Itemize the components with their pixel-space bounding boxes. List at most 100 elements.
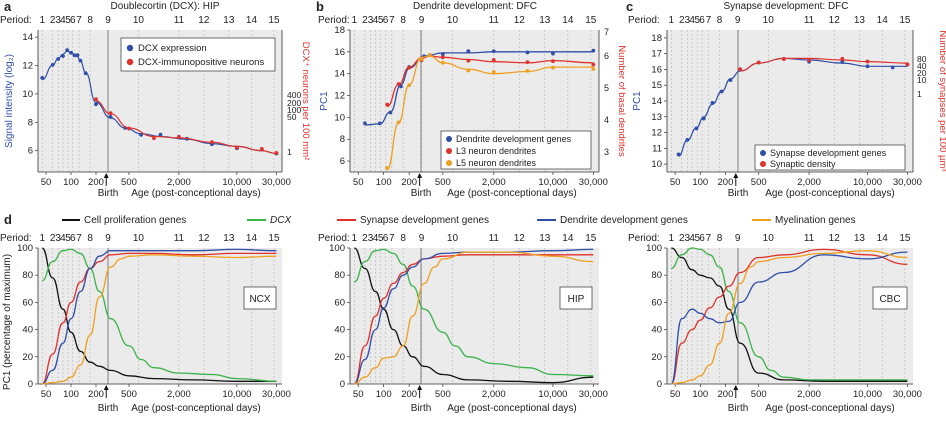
- y-tick-label: 8: [28, 117, 33, 128]
- period-number: 5: [694, 233, 700, 244]
- x-tick-label: 50: [670, 177, 681, 188]
- x-ticks-cbc: 50 100 200 500 2,000 10,000 30,000: [670, 384, 922, 400]
- legend-label-l5-dendrites: L5 neuron dendrites: [456, 158, 537, 168]
- period-number: 5: [378, 15, 384, 26]
- x-ticks-hip: 50 100 200 500 2,000 10,000 30,000: [353, 384, 608, 400]
- period-number: 4: [373, 15, 379, 26]
- period-axis-ncx: Period: 1 2 3 4 5 6 7 8 9 10 11 12 13 14 15: [0, 233, 280, 244]
- period-number: 4: [60, 233, 66, 244]
- period-number: 9: [735, 233, 741, 244]
- y-tick-label: 60: [651, 297, 662, 308]
- series-line: [42, 50, 277, 155]
- data-c: [676, 56, 910, 157]
- data-point: [61, 54, 65, 58]
- data-hip: [353, 247, 594, 385]
- period-number: 9: [105, 233, 111, 244]
- data-point: [94, 97, 98, 102]
- legend-label-dendrite-genes: Dendrite development genes: [456, 134, 572, 144]
- period-number: 6: [70, 15, 76, 26]
- legend-c: Synapse development genes Synaptic densi…: [754, 144, 906, 171]
- series-line: [671, 250, 908, 385]
- birth-arrow-head: [103, 173, 109, 178]
- data-point: [69, 50, 73, 55]
- period-number: 8: [87, 15, 93, 26]
- x-tick-label: 30,000: [262, 389, 291, 400]
- period-number: 5: [378, 233, 384, 244]
- period-number: 12: [198, 233, 210, 244]
- data-point: [466, 68, 471, 73]
- period-number: 8: [717, 15, 723, 26]
- y-tick-label: 10: [22, 89, 33, 100]
- period-number: 10: [133, 15, 145, 26]
- legend-label-dcx-neurons: DCX-immunopositive neurons: [138, 57, 264, 68]
- legend-box-b: [440, 130, 592, 170]
- y-tick-label: 100: [17, 243, 33, 254]
- data-point: [890, 65, 895, 70]
- x-tick-label: 30,000: [579, 177, 608, 188]
- legend-label-l3-dendrites: L3 neuron dendrites: [456, 146, 537, 156]
- data-point: [50, 63, 55, 67]
- x-axis-label-ncx: Age (post-conceptional days): [131, 403, 261, 414]
- period-number: 9: [735, 15, 741, 26]
- period-number: 15: [268, 233, 280, 244]
- data-point: [440, 60, 445, 65]
- data-point: [591, 48, 596, 53]
- period-number: 15: [899, 15, 911, 26]
- panel-a-letter: a: [4, 0, 12, 14]
- period-number: 10: [133, 233, 145, 244]
- legend-marker-synapse-genes: [760, 150, 766, 156]
- data-point: [78, 58, 83, 63]
- legend-label-synaptic-density: Synaptic density: [770, 159, 836, 169]
- period-gridlines-ncx: [41, 248, 275, 384]
- period-number: 1: [352, 233, 358, 244]
- period-number: 10: [447, 15, 459, 26]
- data-point: [388, 110, 393, 115]
- x-tick-label: 50: [353, 389, 364, 400]
- data-point: [676, 152, 681, 157]
- series-line: [354, 251, 594, 385]
- period-number: 6: [699, 233, 705, 244]
- period-number: 1: [352, 15, 358, 26]
- period-number: 15: [585, 15, 597, 26]
- y-axis-label-b: PC1: [319, 91, 330, 111]
- legend-d: Cell proliferation genes DCX Synapse dev…: [62, 215, 856, 226]
- region-label-cbc: CBC: [879, 294, 900, 305]
- data-point: [385, 166, 390, 170]
- period-number: 4: [60, 15, 66, 26]
- y-tick-label: 100: [329, 243, 345, 254]
- legend-marker-dendrite-genes: [446, 136, 452, 142]
- data-point: [396, 82, 401, 86]
- plot-area-cbc: [667, 248, 913, 384]
- period-number: 4: [689, 15, 695, 26]
- panel-c-title: Synapse development: DFC: [723, 1, 848, 12]
- data-point: [427, 53, 432, 57]
- data-point: [210, 140, 214, 145]
- x-tick-label: 500: [751, 389, 767, 400]
- y-tick-label: 16: [651, 64, 662, 75]
- period-number: 6: [70, 233, 76, 244]
- period-number: 15: [585, 233, 597, 244]
- period-axis-a: Period: 1 2 3 4 5 6 7 8 9 10 11 12 13 14 15: [0, 15, 280, 26]
- y-tick-label: 10: [334, 112, 345, 123]
- data-point: [396, 120, 401, 125]
- y-tick-label: 12: [334, 91, 345, 102]
- period-axis-c: Period: 1 2 3 4 5 6 7 8 9 10 11 12 13 14 15: [628, 15, 911, 26]
- data-point: [152, 136, 156, 141]
- x-tick-label: 10,000: [538, 177, 567, 188]
- data-point: [728, 78, 733, 83]
- data-point: [525, 50, 530, 55]
- data-point: [108, 114, 113, 119]
- y2-ticks-a: 400 200 100 50 1: [287, 90, 301, 157]
- y2-tick: 5: [604, 83, 609, 93]
- data-point: [127, 126, 131, 131]
- data-point: [75, 53, 80, 58]
- period-number: 11: [174, 233, 185, 244]
- period-number: 8: [400, 15, 406, 26]
- y-ticks-c: 10 11 12 13 14 15 16 17 18: [651, 33, 667, 170]
- period-number: 4: [689, 233, 695, 244]
- period-number: 10: [763, 15, 775, 26]
- period-number: 11: [489, 15, 500, 26]
- period-number: 6: [699, 15, 705, 26]
- period-number: 1: [668, 15, 674, 26]
